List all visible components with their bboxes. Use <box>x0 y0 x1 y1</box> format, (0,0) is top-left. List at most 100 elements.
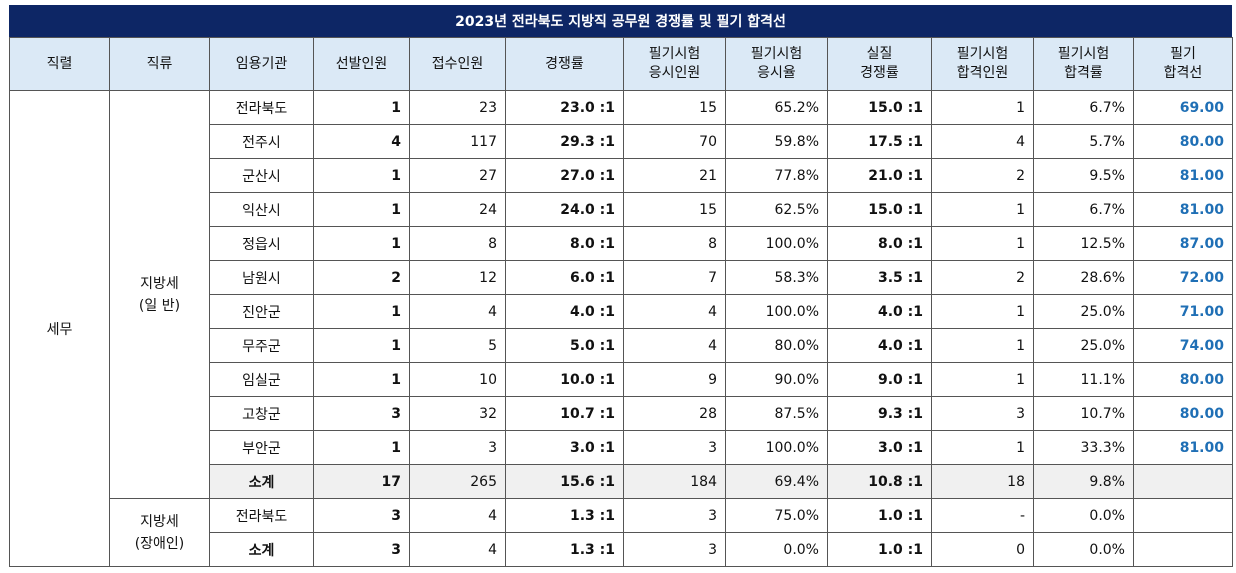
pass-count-cell: 1 <box>931 90 1034 125</box>
table-row: 진안군 1 4 4.0 :1 4 100.0% 4.0 :1 1 25.0% 71.00 <box>10 294 1233 329</box>
selected-cell: 1 <box>313 362 410 397</box>
selected-cell: 3 <box>313 396 410 431</box>
exam-rate-cell: 80.0% <box>725 328 828 363</box>
class-line1: 지방세 <box>140 275 179 292</box>
pass-rate-cell: 0.0% <box>1033 498 1134 533</box>
competition-cell: 23.0 :1 <box>505 90 624 125</box>
applicants-cell: 32 <box>409 396 506 431</box>
pass-rate-cell: 0.0% <box>1033 532 1134 567</box>
header-real-competition: 실질 경쟁률 <box>827 37 932 91</box>
cutoff-cell: 87.00 <box>1133 226 1233 261</box>
pass-count-cell: 3 <box>931 396 1034 431</box>
exam-takers-cell: 15 <box>623 90 726 125</box>
cutoff-cell: 80.00 <box>1133 396 1233 431</box>
real-competition-cell: 3.5 :1 <box>827 260 932 295</box>
org-cell: 무주군 <box>209 328 314 363</box>
applicants-cell: 265 <box>409 464 506 499</box>
exam-rate-cell: 100.0% <box>725 430 828 465</box>
subtotal-row: 소계 3 4 1.3 :1 3 0.0% 1.0 :1 0 0.0% <box>10 532 1233 567</box>
class-line2: (장애인) <box>134 535 185 552</box>
pass-count-cell: 1 <box>931 430 1034 465</box>
pass-count-cell: 18 <box>931 464 1034 499</box>
exam-rate-cell: 100.0% <box>725 294 828 329</box>
exam-takers-cell: 15 <box>623 192 726 227</box>
real-competition-cell: 9.3 :1 <box>827 396 932 431</box>
exam-takers-cell: 3 <box>623 430 726 465</box>
competition-cell: 15.6 :1 <box>505 464 624 499</box>
header-selected: 선발인원 <box>313 37 410 91</box>
table-row: 무주군 1 5 5.0 :1 4 80.0% 4.0 :1 1 25.0% 74.00 <box>10 328 1233 363</box>
pass-rate-cell: 9.5% <box>1033 158 1134 193</box>
class-cell: 지방세 (장애인) <box>109 498 210 567</box>
table-row: 남원시 2 12 6.0 :1 7 58.3% 3.5 :1 2 28.6% 72.00 <box>10 260 1233 295</box>
pass-rate-cell: 5.7% <box>1033 124 1134 159</box>
exam-rate-cell: 87.5% <box>725 396 828 431</box>
org-cell: 임실군 <box>209 362 314 397</box>
competition-cell: 8.0 :1 <box>505 226 624 261</box>
class-cell: 지방세 (일 반) <box>109 90 210 499</box>
header-exam-rate: 필기시험 응시율 <box>725 37 828 91</box>
cutoff-cell <box>1133 464 1233 499</box>
table-row: 전주시 4 117 29.3 :1 70 59.8% 17.5 :1 4 5.7% 80.00 <box>10 124 1233 159</box>
real-competition-cell: 10.8 :1 <box>827 464 932 499</box>
org-cell: 전라북도 <box>209 90 314 125</box>
header-org: 임용기관 <box>209 37 314 91</box>
applicants-cell: 5 <box>409 328 506 363</box>
cutoff-cell: 80.00 <box>1133 362 1233 397</box>
org-cell: 진안군 <box>209 294 314 329</box>
header-series: 직렬 <box>9 37 110 91</box>
pass-rate-cell: 25.0% <box>1033 294 1134 329</box>
header-class: 직류 <box>109 37 210 91</box>
exam-rate-cell: 0.0% <box>725 532 828 567</box>
pass-rate-cell: 11.1% <box>1033 362 1134 397</box>
applicants-cell: 23 <box>409 90 506 125</box>
exam-takers-cell: 28 <box>623 396 726 431</box>
subtotal-row: 소계 17 265 15.6 :1 184 69.4% 10.8 :1 18 9.8% <box>10 464 1233 499</box>
selected-cell: 4 <box>313 124 410 159</box>
org-cell: 전주시 <box>209 124 314 159</box>
cutoff-cell: 81.00 <box>1133 158 1233 193</box>
pass-count-cell: 1 <box>931 362 1034 397</box>
selected-cell: 1 <box>313 294 410 329</box>
competition-cell: 5.0 :1 <box>505 328 624 363</box>
pass-count-cell: 1 <box>931 226 1034 261</box>
real-competition-cell: 4.0 :1 <box>827 328 932 363</box>
applicants-cell: 10 <box>409 362 506 397</box>
class-line2: (일 반) <box>138 297 181 314</box>
competition-cell: 24.0 :1 <box>505 192 624 227</box>
org-cell: 정읍시 <box>209 226 314 261</box>
applicants-cell: 12 <box>409 260 506 295</box>
competition-cell: 4.0 :1 <box>505 294 624 329</box>
cutoff-cell: 69.00 <box>1133 90 1233 125</box>
header-row: 직렬 직류 임용기관 선발인원 접수인원 경쟁률 필기시험 응시인원 필기시험 응시… <box>9 37 1233 91</box>
org-cell: 익산시 <box>209 192 314 227</box>
real-competition-cell: 8.0 :1 <box>827 226 932 261</box>
org-cell: 소계 <box>209 464 314 499</box>
table-row: 부안군 1 3 3.0 :1 3 100.0% 3.0 :1 1 33.3% 81.00 <box>10 430 1233 465</box>
exam-rate-cell: 65.2% <box>725 90 828 125</box>
real-competition-cell: 21.0 :1 <box>827 158 932 193</box>
real-competition-cell: 3.0 :1 <box>827 430 932 465</box>
applicants-cell: 117 <box>409 124 506 159</box>
exam-rate-cell: 75.0% <box>725 498 828 533</box>
selected-cell: 1 <box>313 328 410 363</box>
table-title: 2023년 전라북도 지방직 공무원 경쟁률 및 필기 합격선 <box>9 5 1232 37</box>
real-competition-cell: 4.0 :1 <box>827 294 932 329</box>
real-competition-cell: 17.5 :1 <box>827 124 932 159</box>
cutoff-cell: 74.00 <box>1133 328 1233 363</box>
competition-cell: 27.0 :1 <box>505 158 624 193</box>
pass-count-cell: 1 <box>931 328 1034 363</box>
competition-cell: 3.0 :1 <box>505 430 624 465</box>
header-pass-count: 필기시험 합격인원 <box>931 37 1034 91</box>
table-row: 임실군 1 10 10.0 :1 9 90.0% 9.0 :1 1 11.1% 80.00 <box>10 362 1233 397</box>
competition-table: 직렬 직류 임용기관 선발인원 접수인원 경쟁률 필기시험 응시인원 필기시험 응시… <box>9 37 1233 567</box>
pass-count-cell: 2 <box>931 158 1034 193</box>
exam-takers-cell: 184 <box>623 464 726 499</box>
real-competition-cell: 1.0 :1 <box>827 532 932 567</box>
cutoff-cell: 72.00 <box>1133 260 1233 295</box>
header-pass-rate: 필기시험 합격률 <box>1033 37 1134 91</box>
exam-rate-cell: 62.5% <box>725 192 828 227</box>
applicants-cell: 3 <box>409 430 506 465</box>
cutoff-cell: 81.00 <box>1133 430 1233 465</box>
org-cell: 전라북도 <box>209 498 314 533</box>
